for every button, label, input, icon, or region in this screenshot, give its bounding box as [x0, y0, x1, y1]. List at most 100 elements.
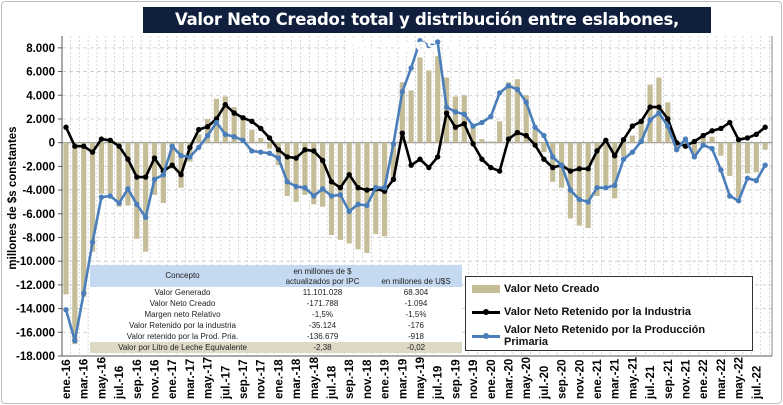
- data-point: [594, 185, 600, 191]
- data-point: [700, 142, 706, 148]
- data-point: [107, 137, 113, 143]
- x-tick-label: nov.-20: [574, 360, 586, 399]
- bar: [612, 142, 618, 199]
- bar: [134, 142, 140, 239]
- data-point: [142, 174, 149, 180]
- y-tick-label: -12.000: [16, 280, 55, 292]
- data-point: [160, 171, 167, 178]
- data-point: [488, 164, 494, 171]
- x-tick-label: ene.-22: [698, 359, 710, 399]
- x-tick-label: sep.-19: [450, 359, 462, 399]
- data-point: [302, 185, 308, 191]
- data-point: [169, 162, 175, 168]
- data-point: [408, 162, 414, 168]
- data-point: [328, 179, 335, 185]
- legend-label: Valor Neto Retenido por la Industria: [504, 306, 692, 318]
- y-tick-label: 8.000: [26, 43, 55, 55]
- bar: [709, 136, 715, 143]
- bar: [346, 142, 352, 244]
- data-point: [762, 162, 768, 168]
- bar: [514, 79, 520, 143]
- data-point: [302, 147, 308, 153]
- y-tick-label: -10.000: [16, 256, 55, 268]
- data-point: [390, 141, 397, 147]
- data-point: [567, 187, 574, 193]
- data-point: [311, 148, 317, 154]
- chart-title: Valor Neto Creado: total y distribución …: [143, 7, 711, 55]
- cell: Valor Retenido por la industria: [128, 321, 237, 330]
- data-point: [240, 137, 246, 143]
- header-concepto: Concepto: [90, 265, 275, 287]
- bar: [435, 56, 441, 143]
- bar: [337, 142, 343, 240]
- x-tick-label: nov.-21: [681, 359, 693, 399]
- data-point: [496, 168, 503, 174]
- bar: [408, 90, 414, 143]
- data-point: [116, 143, 122, 149]
- data-point: [443, 110, 450, 116]
- legend-label: Valor Neto Creado: [504, 283, 600, 295]
- bar: [399, 82, 405, 143]
- bar: [151, 142, 158, 195]
- y-tick-label: 6.000: [26, 67, 55, 79]
- x-tick-label: ene.-20: [486, 359, 498, 399]
- data-point: [620, 156, 627, 162]
- data-point: [151, 176, 158, 183]
- bar: [293, 142, 299, 202]
- cell: -35.124: [308, 321, 337, 330]
- x-tick-label: mar.-19: [397, 359, 409, 399]
- data-point: [373, 185, 379, 191]
- data-point: [284, 179, 290, 185]
- x-tick-label: may.-19: [415, 357, 427, 399]
- bar: [452, 96, 458, 143]
- data-point: [638, 118, 644, 125]
- bar: [682, 142, 689, 144]
- data-point: [328, 193, 335, 199]
- data-point: [275, 147, 282, 153]
- data-point: [682, 143, 689, 149]
- data-point: [452, 109, 459, 115]
- bar: [700, 137, 706, 143]
- bar: [89, 142, 96, 252]
- data-point: [293, 183, 299, 190]
- data-point: [346, 171, 352, 178]
- y-axis-label: millones de $s constantes: [7, 126, 19, 270]
- data-point: [381, 185, 388, 191]
- data-point: [665, 116, 671, 122]
- bar: [550, 142, 556, 182]
- data-point: [240, 115, 246, 121]
- data-point: [656, 110, 662, 116]
- data-point: [204, 132, 211, 139]
- legend-item-bar: Valor Neto Creado: [472, 281, 599, 297]
- data-point: [514, 129, 521, 136]
- data-point: [691, 138, 698, 145]
- data-point: [629, 149, 636, 155]
- bar: [656, 77, 662, 143]
- data-point: [629, 123, 636, 129]
- bar: [461, 95, 467, 143]
- data-point: [505, 136, 512, 142]
- data-point: [461, 111, 467, 117]
- data-point: [337, 192, 344, 198]
- data-point: [266, 150, 273, 157]
- table-row: Valor retenido por la Prod. Pria. -136.67…: [90, 331, 462, 342]
- x-tick-label: sep.-16: [132, 359, 144, 399]
- data-point: [249, 118, 255, 125]
- data-point: [585, 199, 591, 205]
- data-point: [187, 144, 193, 151]
- x-tick-label: jul.-22: [751, 366, 763, 400]
- data-point: [541, 156, 547, 162]
- data-point: [470, 123, 476, 129]
- cell: -0,02: [370, 342, 462, 353]
- x-tick-label: may.-21: [627, 356, 639, 399]
- data-point: [222, 102, 228, 108]
- data-point: [594, 148, 600, 154]
- bar: [98, 142, 104, 194]
- data-point: [222, 131, 228, 138]
- cell: -1.094: [404, 299, 428, 308]
- y-tick-label: 2.000: [26, 114, 55, 126]
- y-tick-label: -16.000: [16, 327, 55, 339]
- data-point: [496, 90, 503, 96]
- data-point: [656, 104, 662, 110]
